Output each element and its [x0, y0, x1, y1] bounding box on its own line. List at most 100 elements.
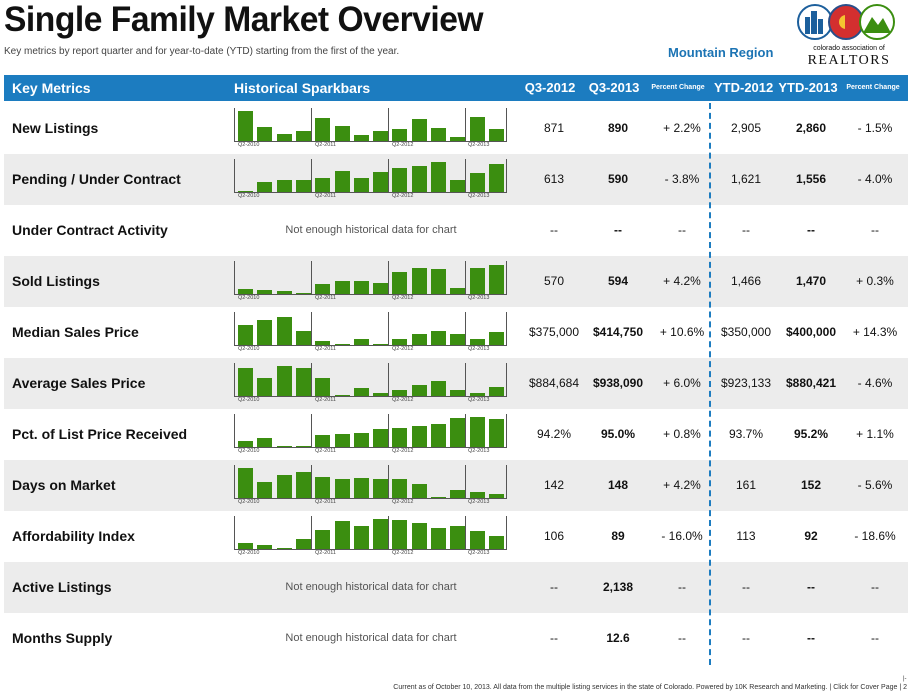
sparkbar-bar — [315, 378, 331, 396]
table-row: Pct. of List Price Received Q2-2010 Q2-201… — [4, 409, 908, 460]
ytd-prev-value: $923,133 — [720, 376, 772, 390]
q-prev-value: $375,000 — [528, 325, 580, 339]
footer-text: Current as of October 10, 2013. All data… — [393, 684, 907, 691]
q-curr-value: 89 — [611, 529, 625, 543]
sparkbar-tick — [506, 261, 507, 295]
sparkbar-bar — [276, 179, 292, 192]
ytd-curr-value: $880,421 — [785, 376, 837, 390]
sparkbar-label: Q2-2013 — [468, 550, 490, 556]
sparkbar-bar — [334, 395, 350, 396]
sparkbar-bar — [334, 520, 350, 549]
ytd-prev-value: -- — [742, 580, 750, 594]
page-subtitle: Key metrics by report quarter and for ye… — [4, 46, 400, 57]
table-row: Pending / Under Contract Q2-2010 Q2-2011 Q2… — [4, 154, 908, 205]
sparkbar-bar — [430, 423, 446, 447]
sparkbar-bar — [450, 137, 466, 141]
ytd-pct-change-value: - 1.5% — [857, 121, 893, 135]
sparkbar-label: Q2-2010 — [238, 397, 260, 403]
q-prev-value: 570 — [543, 274, 565, 288]
sparkbar-bar — [315, 284, 331, 294]
sparkbar-bar — [488, 387, 504, 396]
sparkbar-axis — [234, 192, 506, 193]
sparkbar-tick — [388, 414, 389, 448]
sparkbar-bar — [488, 163, 504, 192]
sparkbar-bar — [450, 333, 466, 345]
q-curr-value: -- — [614, 223, 622, 237]
table-row: Days on Market Q2-2010 Q2-2011 Q2-2012 Q2-20… — [4, 460, 908, 511]
sparkbar-bar — [334, 125, 350, 141]
sparkbar-bar — [373, 478, 389, 498]
ytd-curr-value: 1,470 — [795, 274, 827, 288]
sparkbar-bar — [238, 288, 254, 294]
ytd-prev-value: 2,905 — [730, 121, 762, 135]
sparkbar-tick — [506, 159, 507, 193]
sparkbar-label: Q2-2012 — [392, 295, 414, 301]
q-curr-value: 148 — [607, 478, 629, 492]
sparkbar-axis — [234, 498, 506, 499]
sparkbar-chart: Q2-2010 Q2-2011 Q2-2012 Q2-2013 — [230, 411, 510, 459]
q-curr-value: 12.6 — [606, 631, 630, 645]
sparkbar-tick — [311, 261, 312, 295]
q-prev-value: 94.2% — [536, 427, 572, 441]
sparkbar-bar — [353, 432, 369, 447]
sparkbar-label: Q2-2012 — [392, 550, 414, 556]
sparkbar-chart: Q2-2010 Q2-2011 Q2-2012 Q2-2013 — [230, 105, 510, 153]
sparkbar-bar — [334, 478, 350, 498]
sparkbar-bar — [257, 378, 273, 396]
sparkbar-bar — [295, 293, 311, 294]
sparkbar-bar — [276, 290, 292, 294]
header-ytd-prev: YTD-2012 — [714, 80, 774, 95]
sparkbar-label: Q2-2013 — [468, 193, 490, 199]
sparkbar-label: Q2-2011 — [315, 295, 336, 301]
sparkbar-bar — [238, 325, 254, 345]
ytd-prev-value: 161 — [735, 478, 757, 492]
sparkbar-bar — [469, 338, 485, 345]
sparkbar-bar — [295, 446, 311, 447]
ytd-pct-change-value: - 4.6% — [857, 376, 893, 390]
sparkbar-label: Q2-2010 — [238, 295, 260, 301]
ytd-prev-value: 1,466 — [730, 274, 762, 288]
sparkbar-bar — [257, 320, 273, 345]
sparkbar-bar — [295, 472, 311, 498]
sparkbar-tick — [234, 516, 235, 550]
sparkbar-label: Q2-2013 — [468, 448, 490, 454]
sparkbar-chart: Q2-2010 Q2-2011 Q2-2012 Q2-2013 — [230, 360, 510, 408]
q-prev-value: -- — [550, 223, 558, 237]
ytd-prev-value: -- — [742, 223, 750, 237]
pct-change-value: + 10.6% — [659, 325, 705, 339]
sparkbar-bar — [276, 446, 292, 447]
sparkbar-label: Q2-2013 — [468, 346, 490, 352]
sparkbar-bar — [373, 282, 389, 294]
sparkbar-bar — [334, 280, 350, 294]
sparkbar-bar — [257, 438, 273, 447]
sparkbar-bar — [450, 287, 466, 294]
sparkbar-bar — [295, 131, 311, 141]
q-curr-value: 594 — [607, 274, 629, 288]
sparkbar-bar — [430, 380, 446, 396]
sparkbar-tick — [465, 312, 466, 346]
sparkbar-bar — [450, 389, 466, 396]
sparkbar-bar — [392, 128, 408, 141]
sparkbar-bar — [450, 179, 466, 192]
sparkbar-bar — [488, 128, 504, 141]
metric-name: Under Contract Activity — [12, 222, 168, 238]
sparkbar-tick — [388, 108, 389, 142]
sparkbar-bar — [276, 474, 292, 498]
header-pct-change: Percent Change — [651, 84, 705, 91]
sparkbar-bar — [257, 126, 273, 141]
sparkbar-label: Q2-2012 — [392, 142, 414, 148]
sparkbar-label: Q2-2011 — [315, 397, 336, 403]
ytd-curr-value: -- — [807, 631, 815, 645]
sparkbar-tick — [465, 465, 466, 499]
sparkbar-bar — [315, 117, 331, 141]
q-curr-value: 95.0% — [600, 427, 636, 441]
pct-change-value: + 0.8% — [663, 427, 701, 441]
sparkbar-axis — [234, 141, 506, 142]
sparkbar-bar — [353, 478, 369, 498]
sparkbar-bar — [373, 392, 389, 396]
sparkbar-bar — [469, 268, 485, 294]
sparkbar-bar — [276, 316, 292, 345]
metric-name: Sold Listings — [12, 273, 100, 289]
sparkbar-bar — [295, 330, 311, 345]
sparkbar-bar — [392, 428, 408, 447]
